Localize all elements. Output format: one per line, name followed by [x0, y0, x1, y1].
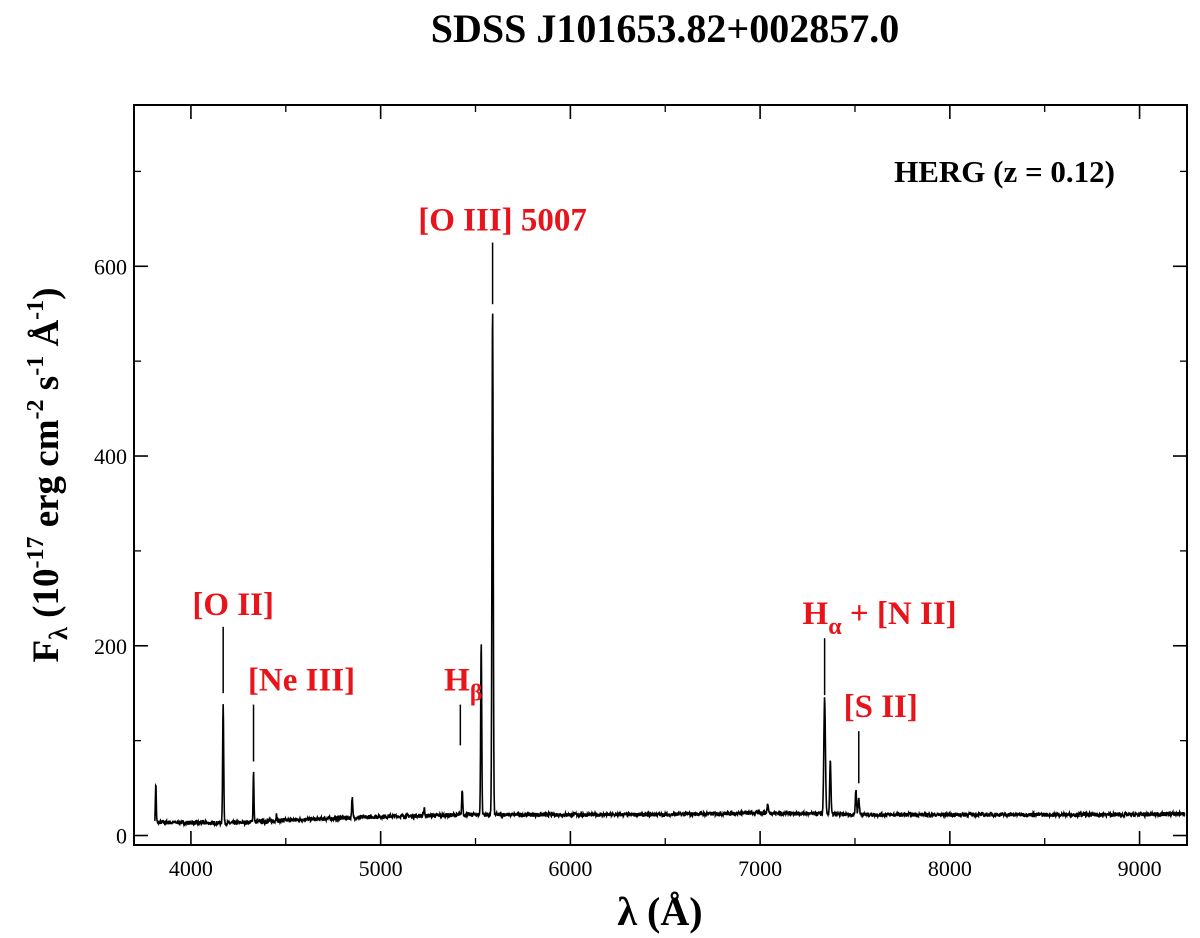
x-axis-label-main: λ ( — [617, 889, 660, 934]
y-axis-label-mid2: s — [26, 376, 67, 400]
annotation-label: [O II] — [192, 587, 274, 623]
x-axis-label-unit: Å — [660, 889, 689, 934]
annotation-label-text: H — [803, 596, 829, 632]
x-tick-label: 4000 — [169, 856, 213, 881]
y-axis-ticks: 0 200 400 600 — [94, 170, 1187, 849]
x-tick-label: 9000 — [1118, 856, 1162, 881]
annotation-label: [S II] — [844, 689, 918, 725]
y-tick-label: 600 — [94, 254, 127, 279]
annotation-label-text: H — [444, 663, 470, 699]
annotation-label-subscript: β — [470, 681, 483, 707]
spectrum-line — [154, 313, 1186, 828]
annotation-label: [O III] 5007 — [418, 203, 587, 239]
y-axis-label: Fλ (10-17 erg cm-2 s-1 Å-1) — [23, 287, 73, 662]
class-label: HERG (z = 0.12) — [894, 154, 1115, 189]
y-axis-label-pre: (10 — [26, 569, 67, 628]
annotation-label-text: [S II] — [844, 689, 918, 725]
y-axis-label-exp1: -17 — [23, 537, 49, 569]
y-axis-label-exp4: -1 — [23, 300, 49, 320]
y-axis-label-exp3: -1 — [23, 356, 49, 376]
y-axis-label-mid3: Å — [26, 320, 67, 356]
y-tick-label: 200 — [94, 634, 127, 659]
x-axis-label: λ (Å) — [617, 889, 702, 934]
annotation-label-subscript: α — [828, 614, 842, 640]
x-axis-ticks: 4000 5000 6000 7000 8000 9000 — [169, 105, 1162, 881]
y-tick-label: 0 — [116, 824, 127, 849]
y-axis-label-close: ) — [26, 287, 67, 299]
y-axis-label-f-sub: λ — [44, 627, 73, 640]
y-axis-label-f: F — [26, 640, 67, 663]
emission-line-annotations: [O II] [Ne III] Hβ [O III] 5007 Hα + [N II] [… — [192, 203, 957, 784]
x-tick-label: 8000 — [928, 856, 972, 881]
annotation-label: Hβ — [444, 663, 482, 707]
y-axis-label-mid1: erg cm — [26, 419, 67, 536]
annotation-label: [Ne III] — [248, 663, 355, 699]
y-tick-label: 400 — [94, 444, 127, 469]
annotation-label-text: [Ne III] — [248, 663, 355, 699]
annotation-label: Hα + [N II] — [803, 596, 957, 640]
y-axis-label-exp2: -2 — [23, 399, 49, 419]
x-tick-label: 7000 — [738, 856, 782, 881]
annotation-label-text: [O II] — [192, 587, 274, 623]
x-tick-label: 6000 — [548, 856, 592, 881]
x-axis-label-close: ) — [689, 889, 702, 934]
annotation-label-suffix: + [N II] — [842, 596, 957, 632]
annotation-label-text: [O III] 5007 — [418, 203, 587, 239]
plot-frame — [133, 104, 1188, 846]
chart-title: SDSS J101653.82+002857.0 — [431, 6, 899, 51]
x-tick-label: 5000 — [359, 856, 403, 881]
